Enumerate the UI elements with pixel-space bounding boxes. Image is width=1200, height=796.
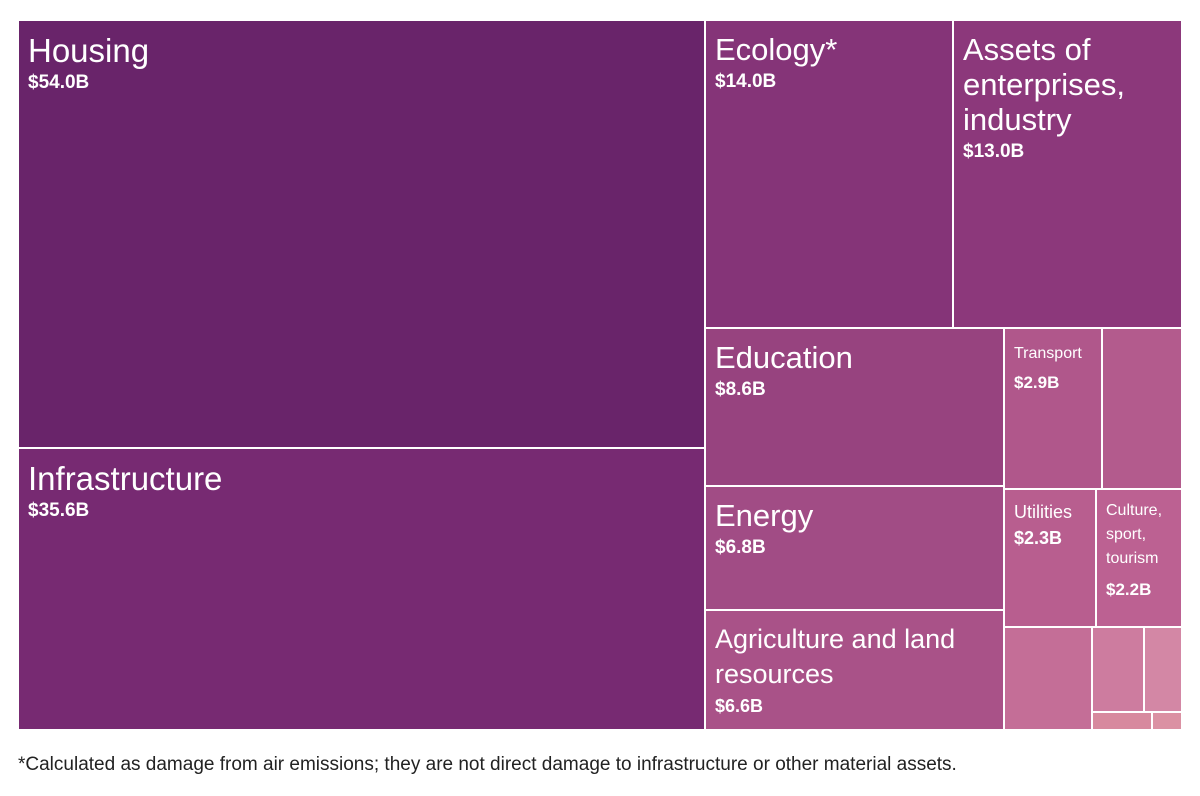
tile-value: $6.8B	[715, 537, 766, 559]
tile-label: Agriculture and land resources	[715, 624, 956, 690]
footnote: *Calculated as damage from air emissions…	[18, 754, 957, 775]
tile-utilities: Utilities $2.3B	[1004, 489, 1096, 627]
tile-value: $54.0B	[28, 72, 90, 94]
tile-value: $2.2B	[1106, 580, 1152, 599]
tile-value: $6.6B	[715, 696, 764, 717]
tile-housing: Housing $54.0B	[18, 20, 705, 448]
tile-ecology: Ecology* $14.0B	[705, 20, 953, 328]
tile-assets-of-enterprises: Assets of enterprises, industry $13.0B	[953, 20, 1182, 328]
tile-label: Infrastructure	[28, 460, 223, 497]
tile-unlabeled	[1004, 627, 1092, 730]
tile-culture-sport-tourism: Culture, sport, tourism $2.2B	[1096, 489, 1182, 627]
tile-transport: Transport $2.9B	[1004, 328, 1102, 489]
tile-value: $2.9B	[1014, 373, 1060, 393]
tile-label: Assets of enterprises, industry	[963, 32, 1125, 138]
tile-agriculture: Agriculture and land resources $6.6B	[705, 610, 1004, 730]
tile-label: Culture, sport, tourism	[1106, 502, 1163, 567]
tile-label: Transport	[1014, 345, 1082, 362]
tile-value: $13.0B	[963, 141, 1025, 163]
tile-label: Housing	[28, 32, 150, 69]
tile-education: Education $8.6B	[705, 328, 1004, 486]
tile-unlabeled	[1102, 328, 1182, 489]
tile-energy: Energy $6.8B	[705, 486, 1004, 610]
tile-label: Ecology*	[715, 32, 838, 67]
tile-unlabeled	[1092, 627, 1144, 712]
tile-value: $35.6B	[28, 500, 90, 522]
tile-label: Education	[715, 340, 853, 375]
tile-infrastructure: Infrastructure $35.6B	[18, 448, 705, 730]
tile-label: Utilities	[1014, 502, 1073, 522]
treemap-chart: Housing $54.0B Infrastructure $35.6B Ecolo…	[18, 20, 1182, 730]
tile-unlabeled	[1092, 712, 1152, 730]
tile-unlabeled	[1152, 712, 1182, 730]
tile-value: $2.3B	[1014, 528, 1063, 549]
tile-value: $8.6B	[715, 379, 766, 401]
tile-value: $14.0B	[715, 71, 777, 93]
tile-label: Energy	[715, 498, 814, 533]
tile-unlabeled	[1144, 627, 1182, 712]
